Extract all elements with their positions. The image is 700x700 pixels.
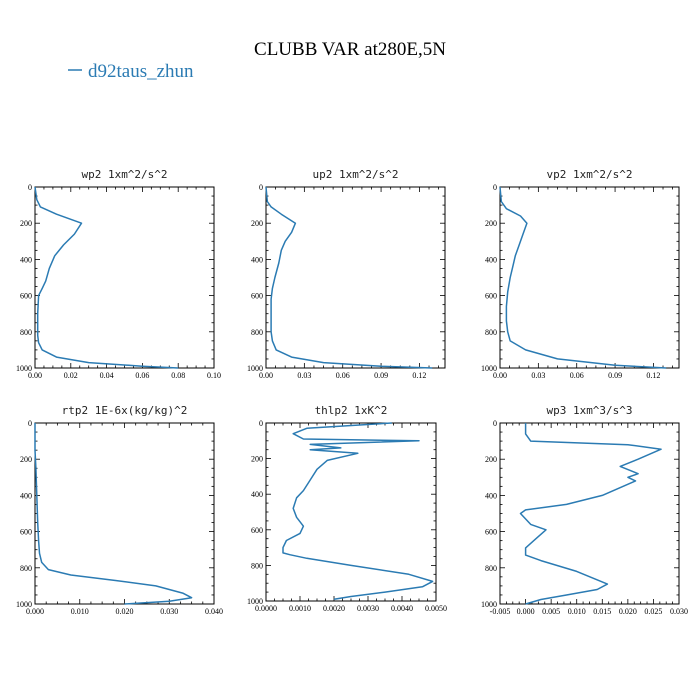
y-tick-label: 600 bbox=[485, 292, 497, 301]
legend: d92taus_zhun bbox=[68, 61, 194, 82]
x-tick-label: 0.02 bbox=[64, 371, 78, 380]
y-tick-label: 200 bbox=[485, 455, 497, 464]
y-tick-label: 0 bbox=[259, 183, 263, 192]
series-line bbox=[519, 423, 662, 605]
y-tick-label: 1000 bbox=[247, 597, 263, 606]
y-tick-label: 200 bbox=[251, 219, 263, 228]
plot-frame bbox=[34, 186, 215, 369]
panel-1: wp2 1xm^2/s^2 0.00 0.02 0.04 0.06 0.08 0.10 0 20… bbox=[16, 168, 221, 380]
x-tick-label: 0.030 bbox=[670, 607, 688, 616]
y-tick-label: 400 bbox=[485, 255, 497, 264]
x-tick-label: -0.005 bbox=[490, 607, 511, 616]
y-tick-label: 200 bbox=[251, 455, 263, 464]
panel-title: wp3 1xm^3/s^3 bbox=[546, 404, 632, 417]
series-line bbox=[34, 186, 179, 369]
x-tick-label: 0.03 bbox=[531, 371, 545, 380]
series-line bbox=[34, 423, 193, 605]
x-tick-label: 0.00 bbox=[493, 371, 507, 380]
panel-title: up2 1xm^2/s^2 bbox=[312, 168, 398, 181]
y-tick-label: 600 bbox=[485, 528, 497, 537]
x-tick-label: 0.06 bbox=[135, 371, 149, 380]
x-tick-label: 0.06 bbox=[336, 371, 350, 380]
y-tick-label: 1000 bbox=[481, 364, 497, 373]
x-tick-label: 0.0050 bbox=[425, 604, 447, 613]
series-line bbox=[282, 422, 434, 600]
x-tick-label: 0.000 bbox=[517, 607, 535, 616]
x-tick-label: 0.000 bbox=[26, 607, 44, 616]
series-line bbox=[499, 186, 667, 369]
y-tick-label: 200 bbox=[485, 219, 497, 228]
x-tick-label: 0.0010 bbox=[289, 604, 311, 613]
plot-frame bbox=[34, 422, 215, 605]
x-tick-label: 0.12 bbox=[412, 371, 426, 380]
panel-title: thlp2 1xK^2 bbox=[315, 404, 388, 417]
series-line bbox=[265, 186, 433, 369]
y-tick-label: 400 bbox=[485, 491, 497, 500]
y-tick-label: 600 bbox=[20, 528, 32, 537]
x-tick-label: 0.10 bbox=[207, 371, 221, 380]
panel-title: rtp2 1E-6x(kg/kg)^2 bbox=[62, 404, 188, 417]
y-tick-label: 0 bbox=[28, 183, 32, 192]
panel-title: wp2 1xm^2/s^2 bbox=[81, 168, 167, 181]
x-tick-label: 0.025 bbox=[644, 607, 662, 616]
y-tick-label: 0 bbox=[493, 419, 497, 428]
x-tick-label: 0.010 bbox=[568, 607, 586, 616]
y-tick-label: 0 bbox=[493, 183, 497, 192]
x-tick-label: 0.00 bbox=[259, 371, 273, 380]
y-tick-label: 600 bbox=[20, 292, 32, 301]
y-tick-label: 800 bbox=[251, 328, 263, 337]
y-tick-label: 0 bbox=[28, 419, 32, 428]
x-tick-label: 0.08 bbox=[171, 371, 185, 380]
x-tick-label: 0.03 bbox=[297, 371, 311, 380]
x-tick-label: 0.0030 bbox=[357, 604, 379, 613]
y-tick-label: 800 bbox=[20, 328, 32, 337]
panel-2: up2 1xm^2/s^2 0.00 0.03 0.06 0.09 0.12 0 200 400… bbox=[247, 168, 446, 380]
legend-label: d92taus_zhun bbox=[88, 61, 194, 82]
x-tick-label: 0.09 bbox=[608, 371, 622, 380]
y-tick-label: 400 bbox=[20, 491, 32, 500]
y-tick-label: 400 bbox=[251, 490, 263, 499]
y-tick-label: 1000 bbox=[481, 600, 497, 609]
x-tick-label: 0.00 bbox=[28, 371, 42, 380]
y-tick-label: 1000 bbox=[16, 364, 32, 373]
x-tick-label: 0.020 bbox=[116, 607, 134, 616]
x-tick-label: 0.030 bbox=[160, 607, 178, 616]
x-tick-label: 0.015 bbox=[593, 607, 611, 616]
panel-3: vp2 1xm^2/s^2 0.00 0.03 0.06 0.09 0.12 0 200 400… bbox=[481, 168, 680, 380]
y-tick-label: 800 bbox=[485, 328, 497, 337]
y-tick-label: 200 bbox=[20, 455, 32, 464]
figure-title: CLUBB VAR at280E,5N bbox=[254, 39, 446, 60]
x-tick-label: 0.040 bbox=[205, 607, 223, 616]
panel-5: thlp2 1xK^2 0.0000 0.0010 0.0020 0.0030 0.004… bbox=[247, 404, 447, 613]
x-tick-label: 0.06 bbox=[570, 371, 584, 380]
y-tick-label: 600 bbox=[251, 292, 263, 301]
y-tick-label: 1000 bbox=[16, 600, 32, 609]
y-tick-label: 400 bbox=[20, 255, 32, 264]
x-tick-label: 0.005 bbox=[542, 607, 560, 616]
panel-title: vp2 1xm^2/s^2 bbox=[546, 168, 632, 181]
y-tick-label: 200 bbox=[20, 219, 32, 228]
y-tick-label: 800 bbox=[485, 564, 497, 573]
y-tick-label: 0 bbox=[259, 419, 263, 428]
x-tick-label: 0.010 bbox=[71, 607, 89, 616]
y-tick-label: 1000 bbox=[247, 364, 263, 373]
y-tick-label: 400 bbox=[251, 255, 263, 264]
plot-frame bbox=[265, 186, 446, 369]
y-tick-label: 800 bbox=[251, 561, 263, 570]
x-tick-label: 0.09 bbox=[374, 371, 388, 380]
x-tick-label: 0.0020 bbox=[323, 604, 345, 613]
y-tick-label: 600 bbox=[251, 526, 263, 535]
x-tick-label: 0.12 bbox=[646, 371, 660, 380]
panel-6: wp3 1xm^3/s^3 -0.005 0.000 0.005 0.010 0.015 0… bbox=[481, 404, 688, 616]
x-tick-label: 0.0040 bbox=[391, 604, 413, 613]
panel-4: rtp2 1E-6x(kg/kg)^2 0.000 0.010 0.020 0.030 0… bbox=[16, 404, 223, 616]
x-tick-label: 0.0000 bbox=[255, 604, 277, 613]
y-tick-label: 800 bbox=[20, 564, 32, 573]
x-tick-label: 0.020 bbox=[619, 607, 637, 616]
plot-frame bbox=[499, 186, 680, 369]
x-tick-label: 0.04 bbox=[100, 371, 114, 380]
